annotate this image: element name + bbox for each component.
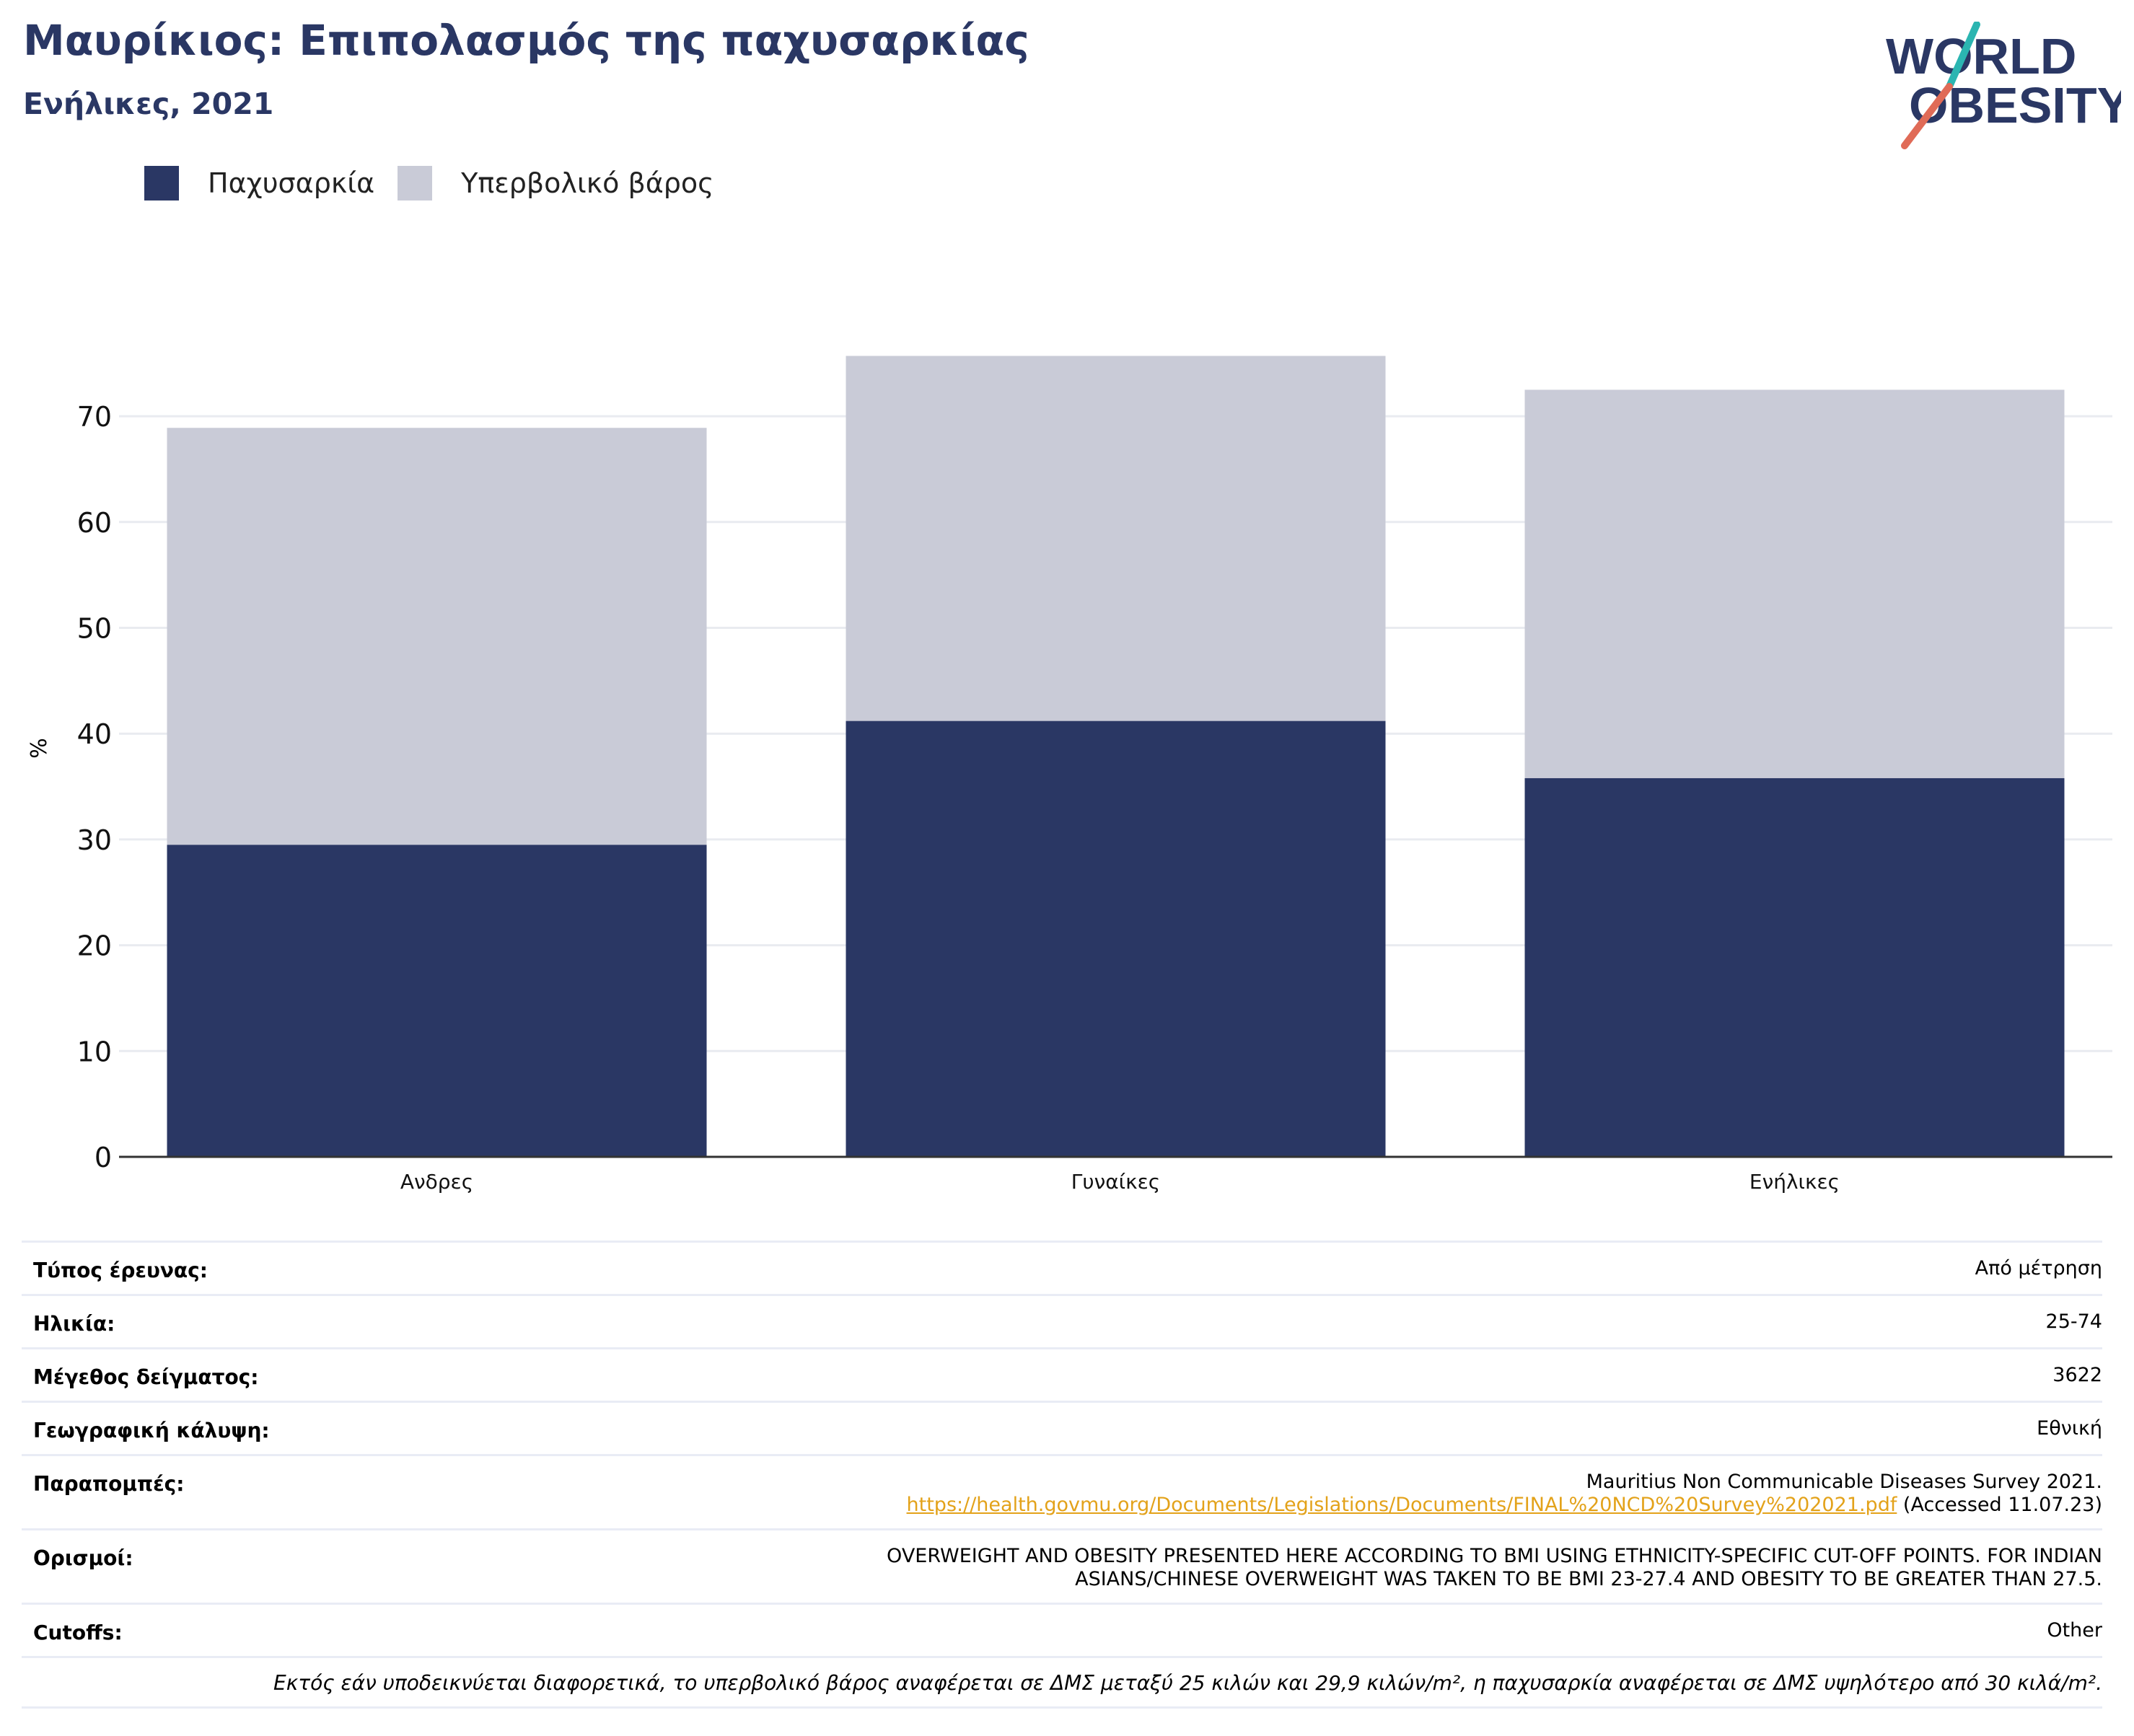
reference-link[interactable]: https://health.govmu.org/Documents/Legis… xyxy=(906,1494,1897,1516)
logo-line2: OBESITY xyxy=(1909,77,2121,133)
legend-swatch-overweight xyxy=(398,166,433,201)
bar-overweight-1 xyxy=(167,428,707,845)
info-value: Εθνική xyxy=(2037,1417,2102,1440)
reference-accessed: (Accessed 11.07.23) xyxy=(1897,1494,2102,1516)
y-tick-label: 70 xyxy=(77,401,112,433)
info-row-sample-size: Μέγεθος δείγματος: 3622 xyxy=(22,1349,2102,1403)
y-tick-label: 0 xyxy=(95,1142,112,1173)
bar-chart: 0 10 20 30 40 50 60 70 Ανδρες Γυναίκες Ενήλικες xyxy=(77,356,2112,1194)
bar-obesity-1 xyxy=(167,845,707,1157)
y-tick-label: 20 xyxy=(77,930,112,962)
reference-text: Mauritius Non Communicable Diseases Surv… xyxy=(1586,1471,2102,1493)
info-value: 3622 xyxy=(2052,1364,2102,1386)
chart-title: Μαυρίκιος: Επιπολασμός της παχυσαρκίας xyxy=(23,16,1029,65)
bar-obesity-3 xyxy=(1524,777,2065,1157)
y-tick-label: 40 xyxy=(77,718,112,750)
info-row-age: Ηλικία: 25-74 xyxy=(22,1296,2102,1349)
info-row-references: Παραπομπές: Mauritius Non Communicable D… xyxy=(22,1456,2102,1530)
bar-overweight-2 xyxy=(846,356,1386,721)
y-tick-label: 30 xyxy=(77,824,112,856)
info-label: Cutoffs: xyxy=(33,1621,123,1644)
x-tick-label: Ανδρες xyxy=(400,1170,473,1194)
info-label: Μέγεθος δείγματος: xyxy=(33,1365,259,1389)
y-tick-label: 60 xyxy=(77,507,112,539)
info-row-definitions: Ορισμοί: OVERWEIGHT AND OBESITY PRESENTE… xyxy=(22,1530,2102,1605)
y-tick-label: 50 xyxy=(77,613,112,645)
info-row-survey-type: Τύπος έρευνας: Από μέτρηση xyxy=(22,1243,2102,1296)
info-value: Από μέτρηση xyxy=(1975,1257,2102,1279)
info-row-cutoffs: Cutoffs: Other xyxy=(22,1605,2102,1658)
x-tick-label: Ενήλικες xyxy=(1749,1170,1840,1194)
survey-info-table: Τύπος έρευνας: Από μέτρηση Ηλικία: 25-74… xyxy=(22,1241,2102,1709)
y-tick-label: 10 xyxy=(77,1036,112,1067)
legend-swatch-obesity xyxy=(144,166,179,201)
logo-slash-teal xyxy=(1946,22,1980,90)
info-row-coverage: Γεωγραφική κάλυψη: Εθνική xyxy=(22,1403,2102,1456)
info-value: Other xyxy=(2047,1619,2102,1642)
logo-line1: WORLD xyxy=(1886,28,2076,84)
chart-legend: Παχυσαρκία Υπερβολικό βάρος xyxy=(144,166,737,201)
info-value: 25-74 xyxy=(2045,1310,2102,1333)
info-label: Τύπος έρευνας: xyxy=(33,1259,208,1282)
info-label: Παραπομπές: xyxy=(33,1472,185,1496)
chart-subtitle: Ενήλικες, 2021 xyxy=(23,87,274,121)
bar-overweight-3 xyxy=(1524,389,2065,778)
bar-obesity-2 xyxy=(846,721,1386,1157)
logo-slash-coral xyxy=(1901,83,1953,149)
x-tick-label: Γυναίκες xyxy=(1071,1170,1160,1194)
legend-label-overweight: Υπερβολικό βάρος xyxy=(461,167,714,199)
definition-line-2: ASIANS/CHINESE OVERWEIGHT WAS TAKEN TO B… xyxy=(1075,1568,2102,1590)
info-value: Mauritius Non Communicable Diseases Surv… xyxy=(907,1471,2102,1517)
footnote: Εκτός εάν υποδεικνύεται διαφορετικά, το … xyxy=(22,1658,2102,1709)
definition-line-1: OVERWEIGHT AND OBESITY PRESENTED HERE AC… xyxy=(887,1545,2102,1567)
legend-item-obesity[interactable]: Παχυσαρκία xyxy=(144,166,374,201)
legend-label-obesity: Παχυσαρκία xyxy=(208,167,375,199)
info-value: OVERWEIGHT AND OBESITY PRESENTED HERE AC… xyxy=(887,1545,2102,1591)
info-label: Ηλικία: xyxy=(33,1312,115,1336)
info-label: Γεωγραφική κάλυψη: xyxy=(33,1419,270,1442)
info-label: Ορισμοί: xyxy=(33,1546,133,1570)
world-obesity-logo: WORLD OBESITY xyxy=(1886,22,2121,149)
legend-item-overweight[interactable]: Υπερβολικό βάρος xyxy=(398,166,713,201)
